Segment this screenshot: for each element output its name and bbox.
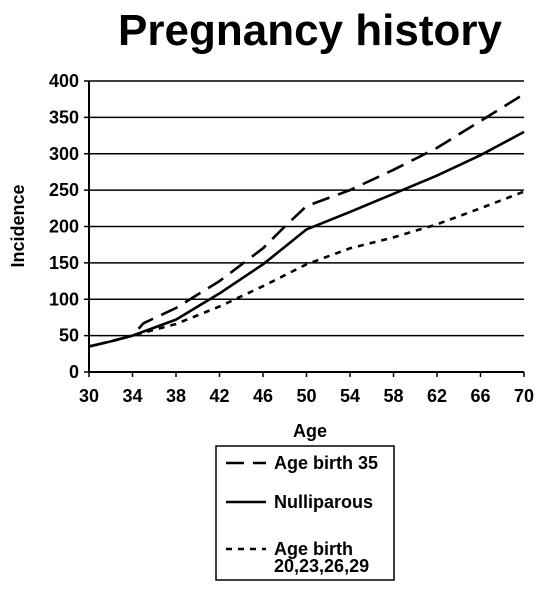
legend-label-3: Age birth 20,23,26,29 (274, 539, 369, 576)
y-tick-label: 200 (49, 217, 79, 237)
x-tick-label: 58 (383, 386, 403, 406)
y-tick-label: 50 (59, 326, 79, 346)
y-tick-label: 400 (49, 71, 79, 91)
y-tick-label: 100 (49, 289, 79, 309)
y-tick-label: 150 (49, 253, 79, 273)
grid (89, 80, 524, 337)
x-tick-label: 30 (79, 386, 99, 406)
x-axis-label: Age (293, 421, 327, 441)
y-tick-label: 0 (69, 362, 79, 382)
y-axis-label: Incidence (8, 184, 28, 267)
x-tick-label: 46 (253, 386, 273, 406)
x-tick-label: 54 (340, 386, 360, 406)
x-tick-label: 70 (514, 386, 534, 406)
series-line-3 (88, 190, 525, 348)
chart-title: Pregnancy history (118, 6, 502, 55)
y-tick-label: 250 (49, 180, 79, 200)
tick-labels: 0 50 100 150 200 250 300 350 400 30 34 38 42 46 50 54 58… (49, 71, 534, 406)
x-tick-label: 62 (427, 386, 447, 406)
series-line-2 (88, 130, 525, 348)
series-line-1 (88, 92, 525, 348)
x-tick-label: 50 (296, 386, 316, 406)
series-lines (88, 92, 525, 348)
legend-label-2: Nulliparous (274, 492, 373, 512)
legend-label-1: Age birth 35 (274, 453, 378, 473)
axes (84, 80, 525, 377)
x-tick-label: 34 (122, 386, 142, 406)
x-tick-label: 66 (470, 386, 490, 406)
y-tick-label: 350 (49, 107, 79, 127)
x-tick-label: 42 (209, 386, 229, 406)
legend: Age birth 35 Nulliparous Age birth 20,23,26… (226, 453, 378, 576)
x-tick-label: 38 (166, 386, 186, 406)
y-tick-label: 300 (49, 144, 79, 164)
legend-box (215, 445, 395, 581)
